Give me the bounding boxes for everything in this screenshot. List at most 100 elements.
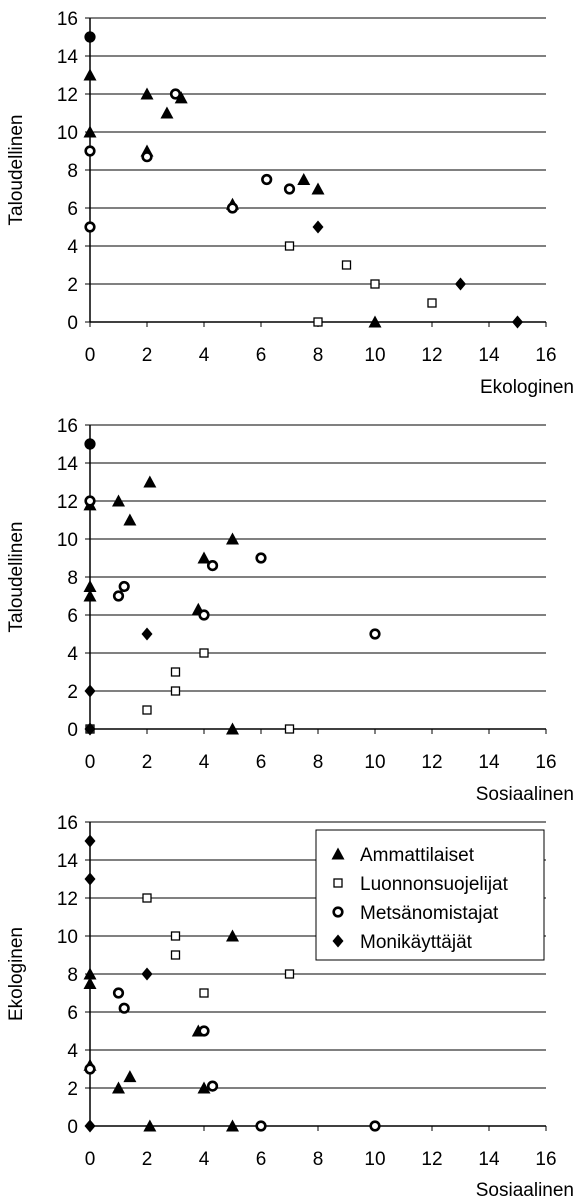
data-point-circle: [369, 1120, 381, 1132]
x-tick-label: 2: [142, 752, 153, 773]
data-point-circle: [198, 1025, 210, 1037]
y-tick-label: 12: [57, 492, 78, 513]
data-point-triangle: [83, 580, 97, 593]
x-tick-label: 4: [199, 345, 210, 366]
y-tick-label: 2: [67, 275, 78, 296]
data-point-circle: [198, 609, 210, 621]
data-point-triangle: [311, 182, 325, 195]
data-point-triangle: [112, 494, 125, 507]
y-tick-label: 0: [67, 720, 78, 741]
legend-marker-circle: [332, 906, 344, 918]
data-point-circle: [112, 590, 125, 602]
y-tick-label: 16: [57, 416, 78, 437]
data-point-circle: [141, 151, 153, 163]
legend-marker-triangle: [331, 847, 345, 860]
y-tick-label: 8: [67, 965, 78, 986]
data-point-triangle: [112, 1081, 125, 1094]
data-point-circle: [84, 221, 96, 233]
data-point-square: [170, 667, 181, 677]
y-tick-label: 4: [67, 644, 78, 665]
y-tick-label: 10: [57, 530, 78, 551]
chart-3: 0 2 4 6 8 10 12 14 16 0 2 4 6 8 10 12 14 16 Sosiaalinen Eko…: [6, 813, 574, 1201]
y-tick-label: 10: [57, 927, 78, 948]
x-tick-label: 8: [313, 1149, 324, 1170]
data-point-circle: [118, 1002, 130, 1014]
legend-label: Metsänomistajat: [360, 903, 499, 924]
x-tick-label: 0: [85, 752, 96, 773]
y-tick-label: 8: [67, 568, 78, 589]
data-point-square: [142, 705, 152, 715]
y-tick-label: 8: [67, 161, 78, 182]
data-point-square: [313, 317, 323, 327]
data-point-square: [341, 260, 352, 270]
data-point-square: [170, 686, 181, 696]
data-point-triangle: [226, 1119, 239, 1132]
x-tick-label: 6: [256, 752, 267, 773]
data-point-circle: [206, 559, 219, 572]
x-tick-label: 8: [313, 752, 324, 773]
data-point-circle: [226, 202, 239, 214]
y-tick-label: 4: [67, 1041, 78, 1062]
x-tick-label: 6: [256, 1149, 267, 1170]
data-point-square: [284, 724, 295, 734]
data-point-diamond: [84, 834, 96, 848]
y-tick-label: 0: [67, 313, 78, 334]
y-tick-label: 6: [67, 199, 78, 220]
series-diamond: [84, 437, 153, 736]
data-point-triangle: [123, 1070, 137, 1083]
series-diamond: [84, 30, 523, 329]
data-point-triangle: [143, 475, 157, 488]
data-point-square: [284, 969, 295, 979]
y-tick-label: 14: [57, 454, 79, 475]
x-tick-label: 14: [478, 345, 500, 366]
chart-1: 0 2 4 6 8 10 12 14 16 0 2 4 6 8 10 12 14 16 Ekologinen Talo…: [6, 9, 574, 398]
x-tick-label: 12: [421, 1149, 442, 1170]
x-tick-label: 6: [256, 345, 267, 366]
y-tick-label: 16: [57, 813, 78, 834]
x-tick-label: 0: [85, 345, 96, 366]
series-triangle: [83, 68, 382, 328]
legend-marker-square: [333, 878, 343, 888]
y-axis-label: Taloudellinen: [6, 115, 27, 226]
data-point-triangle: [197, 551, 211, 564]
x-tick-label: 14: [478, 1149, 500, 1170]
data-point-square: [199, 648, 209, 658]
x-tick-label: 16: [535, 1149, 556, 1170]
data-point-triangle: [83, 125, 97, 138]
data-point-diamond: [84, 437, 96, 451]
x-tick-label: 10: [364, 1149, 385, 1170]
data-point-square: [284, 241, 295, 251]
x-tick-label: 12: [421, 345, 442, 366]
data-point-triangle: [226, 532, 239, 545]
data-point-triangle: [174, 91, 188, 104]
data-point-diamond: [84, 30, 96, 44]
data-point-diamond: [141, 967, 153, 981]
x-tick-label: 10: [364, 752, 385, 773]
y-tick-label: 2: [67, 682, 78, 703]
series-triangle: [83, 475, 239, 735]
y-tick-label: 12: [57, 85, 78, 106]
data-point-diamond: [141, 627, 153, 641]
data-point-circle: [112, 987, 125, 999]
data-point-triangle: [123, 513, 137, 526]
data-point-circle: [255, 552, 267, 564]
x-tick-label: 2: [142, 345, 153, 366]
data-point-triangle: [140, 87, 154, 100]
data-point-square: [199, 988, 209, 998]
data-point-triangle: [368, 315, 382, 328]
data-point-triangle: [83, 68, 97, 81]
y-tick-label: 0: [67, 1117, 78, 1138]
data-point-square: [142, 893, 152, 903]
chart-2: 0 2 4 6 8 10 12 14 16 0 2 4 6 8 10 12 14 16 Sosiaalinen Tal…: [6, 416, 574, 805]
series-square: [284, 241, 437, 327]
y-tick-label: 14: [57, 47, 79, 68]
series-circle: [84, 987, 381, 1132]
data-point-triangle: [297, 173, 311, 186]
legend-label: Ammattilaiset: [360, 845, 475, 866]
data-point-circle: [118, 580, 130, 593]
legend-marker-diamond: [332, 934, 344, 948]
x-tick-label: 14: [478, 752, 500, 773]
data-point-diamond: [455, 277, 466, 291]
data-point-circle: [283, 183, 296, 195]
